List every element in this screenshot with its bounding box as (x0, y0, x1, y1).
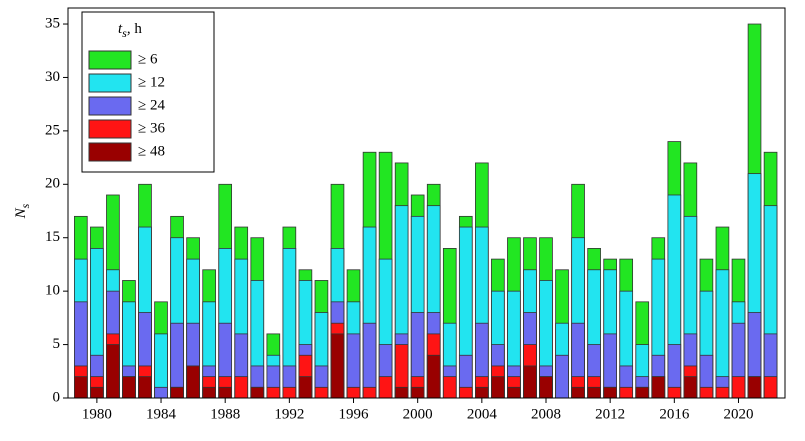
bar (667, 386, 682, 399)
legend-swatch (88, 73, 132, 93)
bar (266, 386, 281, 399)
bar (635, 386, 650, 399)
bar (747, 376, 762, 399)
x-tick-label: 1984 (146, 406, 177, 422)
bar (218, 386, 233, 399)
bar (410, 386, 425, 399)
x-tick-label: 2008 (531, 406, 561, 422)
bar (555, 354, 569, 399)
y-tick-label: 10 (45, 283, 60, 299)
y-axis-label: Ns (13, 203, 31, 219)
bar (458, 386, 473, 399)
y-label-sub: s (18, 203, 32, 208)
x-tick-label: 2004 (467, 406, 498, 422)
x-tick-label: 2016 (659, 406, 690, 422)
legend-title-rest: , h (127, 21, 143, 37)
bar (394, 386, 409, 399)
bar (234, 376, 249, 399)
bar (683, 376, 698, 399)
bar (330, 333, 345, 399)
legend-label: ≥ 36 (138, 120, 165, 136)
bar (715, 386, 730, 399)
bar (250, 386, 265, 399)
x-tick-label: 1980 (82, 406, 112, 422)
bar (170, 322, 184, 399)
bar (426, 354, 441, 399)
bar (442, 376, 457, 399)
bar (362, 386, 377, 399)
bar (539, 376, 553, 399)
legend-title-sub: s (122, 26, 127, 40)
bar (314, 386, 329, 399)
bar (346, 386, 361, 399)
x-tick-label: 1992 (274, 406, 304, 422)
bar (523, 365, 537, 399)
bar (571, 386, 585, 399)
bar (587, 386, 601, 399)
legend: ts, h ≥ 6 ≥ 12 ≥ 24 ≥ 36 ≥ 48 (81, 11, 215, 173)
bar (475, 386, 489, 399)
y-tick-label: 5 (53, 336, 61, 352)
x-tick-label: 2020 (723, 406, 753, 422)
y-tick-label: 35 (45, 15, 60, 31)
x-tick-label: 2012 (595, 406, 625, 422)
legend-swatch (88, 96, 132, 116)
bar (731, 376, 746, 399)
bar (170, 386, 184, 399)
bar (106, 344, 120, 399)
legend-swatch (88, 50, 132, 70)
bar (651, 376, 666, 399)
y-tick-label: 15 (45, 229, 60, 245)
bar (122, 376, 136, 399)
bar (90, 386, 104, 399)
bar (154, 386, 168, 399)
bar (491, 376, 505, 399)
bar (763, 376, 778, 399)
y-tick-label: 30 (45, 69, 60, 85)
bar (362, 322, 377, 399)
y-tick-label: 25 (45, 122, 60, 138)
plot-frame (67, 7, 786, 399)
bar (74, 376, 88, 399)
legend-label: ≥ 24 (138, 97, 165, 113)
bar (202, 386, 216, 399)
legend-swatch (88, 142, 132, 162)
legend-label: ≥ 12 (138, 74, 165, 90)
x-tick-label: 1996 (339, 406, 370, 422)
y-label-main: N (13, 207, 29, 219)
bar (138, 376, 152, 399)
bar (298, 376, 313, 399)
legend-swatch (88, 119, 132, 139)
bar (186, 365, 200, 399)
bar (507, 386, 521, 399)
bar (619, 386, 634, 399)
legend-title: ts, h (118, 21, 142, 39)
bar (603, 386, 617, 399)
y-tick-label: 0 (53, 389, 61, 405)
bar (699, 386, 714, 399)
bar (378, 376, 393, 399)
legend-label: ≥ 48 (138, 143, 165, 159)
bar (282, 386, 297, 399)
legend-title-main: t (118, 21, 123, 37)
x-tick-label: 2000 (403, 406, 433, 422)
legend-label: ≥ 6 (138, 51, 158, 67)
y-tick-label: 20 (45, 176, 60, 192)
x-tick-label: 1988 (210, 406, 240, 422)
